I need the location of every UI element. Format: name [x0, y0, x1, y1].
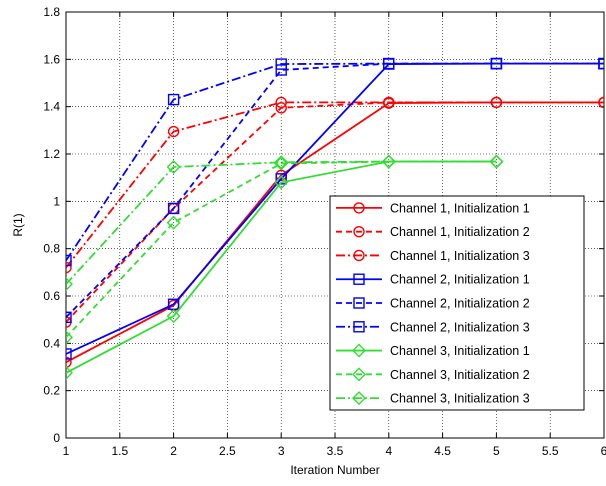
y-tick-label: 0.2 — [43, 384, 60, 398]
y-tick-label: 0 — [53, 431, 60, 445]
legend-label: Channel 1, Initialization 1 — [390, 201, 530, 215]
data-point — [66, 365, 73, 380]
legend-swatch-marker — [353, 225, 365, 238]
legend-item: Channel 2, Initialization 1 — [336, 273, 530, 287]
series-line — [66, 160, 497, 285]
data-point — [166, 160, 181, 175]
y-tick-label: 0.6 — [43, 289, 60, 303]
data-point — [66, 348, 72, 360]
data-point — [167, 202, 180, 215]
legend-label: Channel 3, Initialization 3 — [390, 392, 530, 406]
data-point — [274, 175, 289, 190]
series-9 — [66, 154, 504, 292]
series-line — [66, 62, 604, 262]
series-line — [66, 101, 604, 269]
data-point — [274, 156, 289, 171]
legend-label: Channel 2, Initialization 1 — [390, 273, 530, 287]
data-point — [275, 96, 287, 109]
x-tick-label: 4.5 — [434, 444, 451, 458]
legend-swatch-marker — [353, 249, 365, 262]
data-point — [66, 261, 72, 274]
legend-item: Channel 3, Initialization 1 — [336, 343, 530, 358]
x-tick-label: 6 — [601, 444, 606, 458]
legend-item: Channel 1, Initialization 2 — [336, 225, 530, 239]
series-6 — [66, 57, 604, 267]
legend-swatch-marker — [353, 297, 365, 309]
axes: 1 1.5 2 2.5 3 3.5 4 4.5 5 5.5 6 0 0.2 0.4 0.6 0.8 1 1.2 1.… — [43, 5, 606, 458]
data-point — [490, 57, 503, 70]
x-tick-label: 5.5 — [542, 444, 559, 458]
data-point — [490, 96, 503, 109]
y-tick-label: 1.8 — [43, 5, 60, 19]
data-point — [166, 215, 181, 230]
legend-item: Channel 1, Initialization 3 — [336, 249, 530, 263]
y-tick-label: 1 — [53, 194, 60, 208]
legend-item: Channel 2, Initialization 2 — [336, 297, 530, 311]
x-tick-label: 1.5 — [111, 444, 128, 458]
data-point — [66, 311, 72, 323]
data-point — [489, 154, 504, 169]
legend-label: Channel 2, Initialization 2 — [390, 297, 530, 311]
legend-swatch-marker — [353, 202, 365, 214]
legend-item: Channel 1, Initialization 1 — [336, 201, 530, 215]
legend-label: Channel 3, Initialization 1 — [390, 344, 530, 358]
legend-label: Channel 3, Initialization 2 — [390, 368, 530, 382]
data-point — [66, 254, 72, 267]
legend-swatch-marker — [352, 391, 366, 406]
y-tick-label: 1.6 — [43, 52, 60, 66]
data-point — [66, 356, 72, 368]
y-tick-label: 1.2 — [43, 147, 60, 161]
legend-box — [329, 195, 585, 411]
legend-swatch-marker — [353, 321, 365, 333]
data-point — [383, 57, 395, 70]
x-tick-label: 5 — [493, 444, 500, 458]
x-tick-label: 2 — [170, 444, 177, 458]
data-point — [66, 277, 73, 292]
x-tick-label: 3 — [278, 444, 285, 458]
data-point — [66, 330, 73, 345]
data-point — [166, 309, 181, 324]
legend-label: Channel 1, Initialization 3 — [390, 249, 530, 263]
legend: Channel 1, Initialization 1 Channel 1, In… — [329, 195, 585, 411]
legend-item: Channel 3, Initialization 2 — [336, 367, 530, 382]
data-point — [167, 125, 180, 138]
x-tick-label: 2.5 — [219, 444, 236, 458]
series-3 — [66, 96, 604, 274]
legend-item: Channel 3, Initialization 3 — [336, 391, 530, 406]
data-point — [598, 57, 604, 70]
legend-swatch-marker — [352, 343, 366, 358]
y-tick-label: 0.8 — [43, 242, 60, 256]
series-group — [66, 57, 604, 380]
legend-label: Channel 2, Initialization 3 — [390, 320, 530, 334]
x-axis-label: Iteration Number — [290, 463, 379, 477]
x-tick-label: 4 — [385, 444, 392, 458]
series-line — [66, 101, 604, 323]
data-point — [383, 96, 395, 109]
data-point — [167, 93, 180, 106]
x-tick-label: 1 — [63, 444, 70, 458]
legend-swatch-marker — [352, 367, 366, 382]
data-point — [598, 96, 604, 109]
y-tick-label: 0.4 — [43, 336, 60, 350]
data-point — [275, 58, 287, 70]
legend-label: Channel 1, Initialization 2 — [390, 225, 530, 239]
data-point — [381, 154, 396, 169]
data-point — [275, 173, 287, 185]
legend-swatch-marker — [353, 273, 365, 285]
data-point — [274, 155, 289, 170]
x-tick-label: 3.5 — [327, 444, 344, 458]
legend-item: Channel 2, Initialization 3 — [336, 320, 530, 334]
y-tick-label: 1.4 — [43, 100, 60, 114]
y-axis-label: R(1) — [11, 213, 25, 236]
